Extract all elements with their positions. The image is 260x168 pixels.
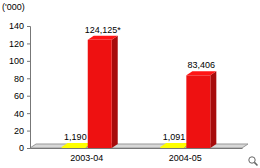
y-tick-mark [27,148,30,149]
y-tick-label: 0 [19,143,24,153]
bar-top [186,71,216,75]
bar-top [62,143,92,147]
zoom-icon-handle[interactable] [254,162,257,165]
y-tick-mark [27,78,30,79]
y-axis: 0 20 40 60 80 100 120 140 [9,21,31,153]
x-axis: 2003-04 2004-05 [31,148,243,163]
y-tick-mark [27,96,30,97]
chart: 1,190 1,091 124,125* 83,406 0 20 40 60 80 100 120 1… [0,0,260,168]
y-tick-label: 20 [14,126,24,136]
x-tick-label: 2003-04 [70,153,103,163]
y-tick-mark [27,43,30,44]
bars [62,36,217,148]
zoom-icon[interactable] [249,157,258,166]
y-axis-line [27,27,31,149]
data-label: 124,125* [85,25,122,35]
y-tick: 20 [14,126,30,136]
bar-side [210,71,216,148]
bar [160,147,184,148]
y-tick: 120 [9,39,30,49]
y-tick: 80 [14,74,30,84]
bar-side [112,36,118,148]
y-tick-label: 140 [9,21,24,31]
y-tick-mark [27,131,30,132]
data-label: 1,091 [163,132,186,142]
y-tick: 60 [14,91,30,101]
data-labels: 1,190 1,091 124,125* 83,406 [64,25,215,142]
x-tick: 2003-04 [70,148,103,163]
bar-top [88,36,118,40]
y-tick-mark [27,26,30,27]
y-tick-label: 100 [9,56,24,66]
bar [88,40,112,148]
y-label: ('000) [2,2,25,12]
x-tick: 2004-05 [169,148,202,163]
y-tick-label: 80 [14,74,24,84]
y-tick: 140 [9,21,30,31]
x-tick-label: 2004-05 [169,153,202,163]
y-tick-mark [27,61,30,62]
data-label: 1,190 [64,132,87,142]
y-tick-label: 120 [9,39,24,49]
plot: 1,190 1,091 124,125* 83,406 0 20 40 60 80 100 120 1… [9,21,248,163]
y-tick: 100 [9,56,30,66]
bar-top [160,143,190,147]
x-axis-line [31,148,243,149]
y-tick: 40 [14,109,30,119]
bar [186,75,210,148]
y-tick: 0 [19,143,30,153]
y-tick-label: 40 [14,109,24,119]
zoom-icon-lens[interactable] [249,157,255,163]
bar [62,147,86,148]
y-tick-label: 60 [14,91,24,101]
y-tick-mark [27,113,30,114]
data-label: 83,406 [188,60,216,70]
